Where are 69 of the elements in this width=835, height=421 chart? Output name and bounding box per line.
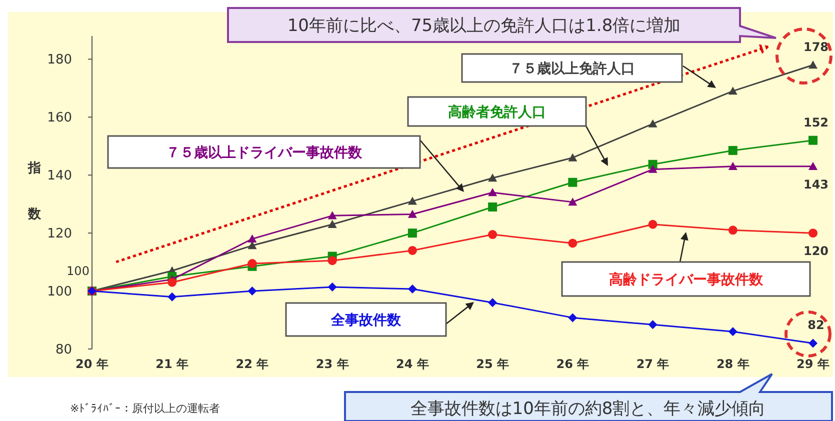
- point: [568, 178, 578, 187]
- point: [488, 174, 498, 182]
- x-tick-label: 20 年: [76, 357, 108, 371]
- point: [408, 284, 417, 294]
- point: [808, 60, 818, 69]
- point: [328, 282, 337, 292]
- y-axis-title: 指数: [26, 150, 42, 244]
- y-tick-label: 140: [47, 168, 72, 184]
- text: 高齢者免許人口: [448, 103, 546, 120]
- text: 高齢ドライバー事故件数: [609, 270, 764, 288]
- point: [408, 210, 417, 218]
- data-label: 152: [803, 115, 829, 130]
- x-tick-label: 24 年: [396, 357, 429, 371]
- x-tick-label: 25 年: [476, 357, 509, 371]
- point: [328, 211, 337, 220]
- point: [168, 278, 177, 287]
- data-label: 178: [803, 40, 829, 54]
- point: [648, 320, 658, 330]
- point: [248, 286, 257, 296]
- point: [648, 220, 658, 229]
- point: [488, 202, 498, 212]
- text: 全事故件数は10年前の約8割と、年々減少傾向: [410, 398, 766, 419]
- x-tick-label: 29 年: [796, 357, 830, 371]
- point: [568, 238, 578, 248]
- data-label: 120: [803, 244, 829, 258]
- text: ７５歳以上ドライバー事故件数: [166, 144, 363, 161]
- text: ７５歳以上免許人口: [509, 60, 635, 77]
- y-tick-label: 160: [47, 110, 72, 126]
- point: [728, 327, 738, 336]
- point: [248, 259, 257, 268]
- point: [728, 86, 738, 95]
- point: [728, 162, 738, 170]
- data-label: 100: [66, 264, 90, 278]
- point: [808, 162, 818, 170]
- point: [488, 230, 498, 240]
- y-tick-label: 80: [55, 342, 72, 358]
- point: [408, 228, 417, 238]
- point: [648, 119, 658, 128]
- x-tick-label: 26 年: [556, 357, 590, 371]
- point: [568, 198, 578, 206]
- point: [728, 146, 738, 155]
- text: ※ﾄﾞﾗｲﾊﾞｰ：原付以上の運転者: [70, 402, 220, 415]
- series-label: 全事故件数: [330, 312, 402, 328]
- point: [408, 196, 417, 205]
- point: [648, 164, 658, 173]
- y-tick-label: 120: [47, 226, 72, 242]
- point: [728, 226, 738, 235]
- x-tick-label: 22 年: [236, 357, 269, 371]
- data-label: 82: [808, 318, 824, 332]
- point: [488, 298, 498, 308]
- point: [408, 246, 417, 255]
- point: [328, 256, 337, 266]
- point: [168, 292, 177, 302]
- y-tick-label: 100: [47, 284, 72, 300]
- y-tick-label: 180: [47, 52, 72, 68]
- point: [328, 220, 337, 228]
- point: [488, 188, 498, 196]
- x-tick-label: 23 年: [316, 357, 349, 371]
- point: [568, 313, 578, 322]
- point: [808, 136, 818, 145]
- x-tick-label: 28 年: [716, 357, 750, 371]
- x-tick-label: 21 年: [156, 357, 189, 371]
- point: [808, 338, 818, 348]
- point: [808, 228, 818, 238]
- point: [568, 153, 578, 162]
- text: 10年前に比べ、75歳以上の免許人口は1.8倍に増加: [287, 16, 681, 36]
- data-label: 143: [803, 177, 829, 192]
- point: [248, 234, 257, 242]
- x-tick-label: 27 年: [636, 357, 670, 371]
